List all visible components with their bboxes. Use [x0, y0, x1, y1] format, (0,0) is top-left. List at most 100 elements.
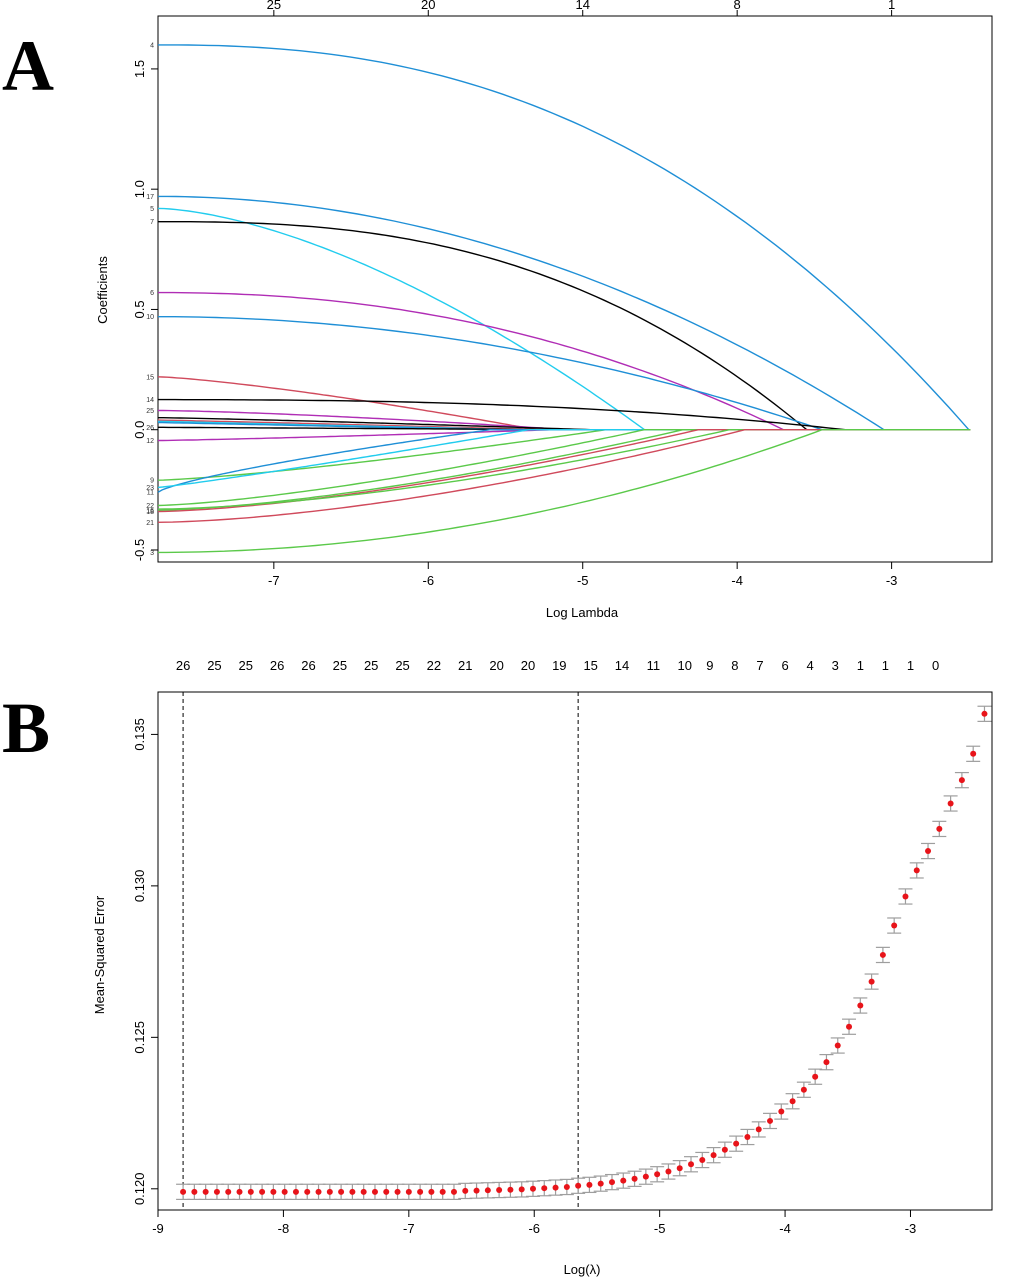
cv-point: [469, 1182, 484, 1199]
coefficient-path-16: [157, 429, 971, 481]
cv-point: [446, 1183, 461, 1200]
mse-dot: [247, 1188, 254, 1195]
coefficient-path-23: [157, 429, 971, 523]
panel-b-points: [176, 705, 992, 1200]
cv-point: [808, 1068, 823, 1085]
mse-dot: [383, 1188, 390, 1195]
cv-point: [379, 1183, 394, 1200]
x-tick-label: -8: [278, 1221, 290, 1236]
mse-dot: [417, 1188, 424, 1195]
mse-dot: [767, 1117, 774, 1124]
x-tick-label: -9: [152, 1221, 164, 1236]
top-tick-label: 15: [583, 658, 597, 673]
coefficient-path-6: [158, 316, 971, 431]
cv-point: [187, 1183, 202, 1200]
mse-dot: [902, 893, 909, 900]
top-tick-label: 9: [706, 658, 713, 673]
cv-point: [604, 1173, 619, 1191]
mse-dot: [721, 1146, 728, 1153]
cv-point: [514, 1181, 529, 1198]
cv-point: [413, 1183, 428, 1200]
mse-dot: [913, 867, 920, 874]
y-tick-label: 0.120: [132, 1173, 147, 1206]
y-tick-label: 1.5: [132, 60, 147, 78]
series-label: 11: [147, 490, 154, 497]
coefficient-path-15: [158, 429, 971, 442]
mse-dot: [338, 1188, 345, 1195]
mse-dot: [428, 1188, 435, 1195]
mse-dot: [733, 1140, 740, 1147]
mse-dot: [484, 1187, 491, 1194]
coefficient-path-19: [157, 429, 971, 507]
mse-dot: [575, 1182, 582, 1189]
coefficient-path-17: [157, 429, 971, 493]
cv-point: [492, 1181, 507, 1199]
panel-a-x-axis-label: Log Lambda: [546, 605, 619, 620]
cv-point: [266, 1183, 281, 1200]
mse-dot: [304, 1188, 311, 1195]
x-tick-label: -5: [577, 573, 589, 588]
mse-dot: [710, 1152, 717, 1159]
y-tick-label: 0.0: [132, 421, 147, 439]
top-tick-label: 20: [421, 0, 435, 12]
y-tick-label: 0.125: [132, 1021, 147, 1054]
series-label: 14: [146, 397, 154, 404]
mse-dot: [326, 1188, 333, 1195]
cv-point: [209, 1183, 224, 1200]
panel-a-x-axis: -7 -6 -5 -4 -3: [268, 562, 897, 588]
panel-a-y-axis-label: Coefficients: [95, 256, 110, 324]
mse-dot: [541, 1185, 548, 1192]
top-tick-label: 14: [575, 0, 589, 12]
x-tick-label: -4: [731, 573, 743, 588]
panel-a-series-group: [157, 44, 971, 554]
cv-point: [977, 705, 992, 722]
cv-point: [232, 1183, 247, 1200]
top-tick-label: 7: [756, 658, 763, 673]
mse-dot: [812, 1073, 819, 1080]
x-tick-label: -3: [886, 573, 898, 588]
top-tick-label: 25: [395, 658, 409, 673]
cv-point: [638, 1168, 653, 1185]
cv-point: [740, 1128, 755, 1146]
mse-dot: [180, 1188, 187, 1195]
top-tick-label: 6: [781, 658, 788, 673]
cv-point: [932, 820, 947, 838]
x-tick-label: -4: [779, 1221, 791, 1236]
top-tick-label: 26: [176, 658, 190, 673]
mse-dot: [925, 848, 932, 855]
mse-dot: [936, 825, 943, 832]
mse-dot: [236, 1188, 243, 1195]
mse-dot: [958, 777, 965, 784]
cv-point: [650, 1166, 665, 1183]
cv-point: [898, 888, 913, 905]
cv-point: [593, 1175, 608, 1192]
top-tick-label: 26: [301, 658, 315, 673]
coefficient-path-3: [157, 207, 971, 431]
cv-point: [176, 1183, 191, 1200]
mse-dot: [270, 1188, 277, 1195]
cv-point: [503, 1181, 518, 1198]
top-tick-label: 1: [857, 658, 864, 673]
x-tick-label: -3: [905, 1221, 917, 1236]
cv-point: [525, 1180, 540, 1197]
x-tick-label: -5: [654, 1221, 666, 1236]
series-label: 23: [146, 485, 154, 492]
cv-point: [943, 795, 958, 812]
mse-dot: [642, 1173, 649, 1180]
coefficient-path-9: [158, 409, 971, 431]
cv-point: [559, 1178, 574, 1196]
mse-dot: [439, 1188, 446, 1195]
top-tick-label: 25: [267, 0, 281, 12]
mse-dot: [688, 1161, 695, 1168]
top-tick-label: 8: [731, 658, 738, 673]
top-tick-label: 4: [807, 658, 814, 673]
mse-dot: [259, 1188, 266, 1195]
mse-dot: [462, 1187, 469, 1194]
coefficient-path-18: [157, 429, 971, 489]
mse-dot: [744, 1133, 751, 1140]
cv-point: [627, 1170, 642, 1187]
coefficient-path-4: [158, 221, 971, 431]
mse-dot: [891, 922, 898, 929]
